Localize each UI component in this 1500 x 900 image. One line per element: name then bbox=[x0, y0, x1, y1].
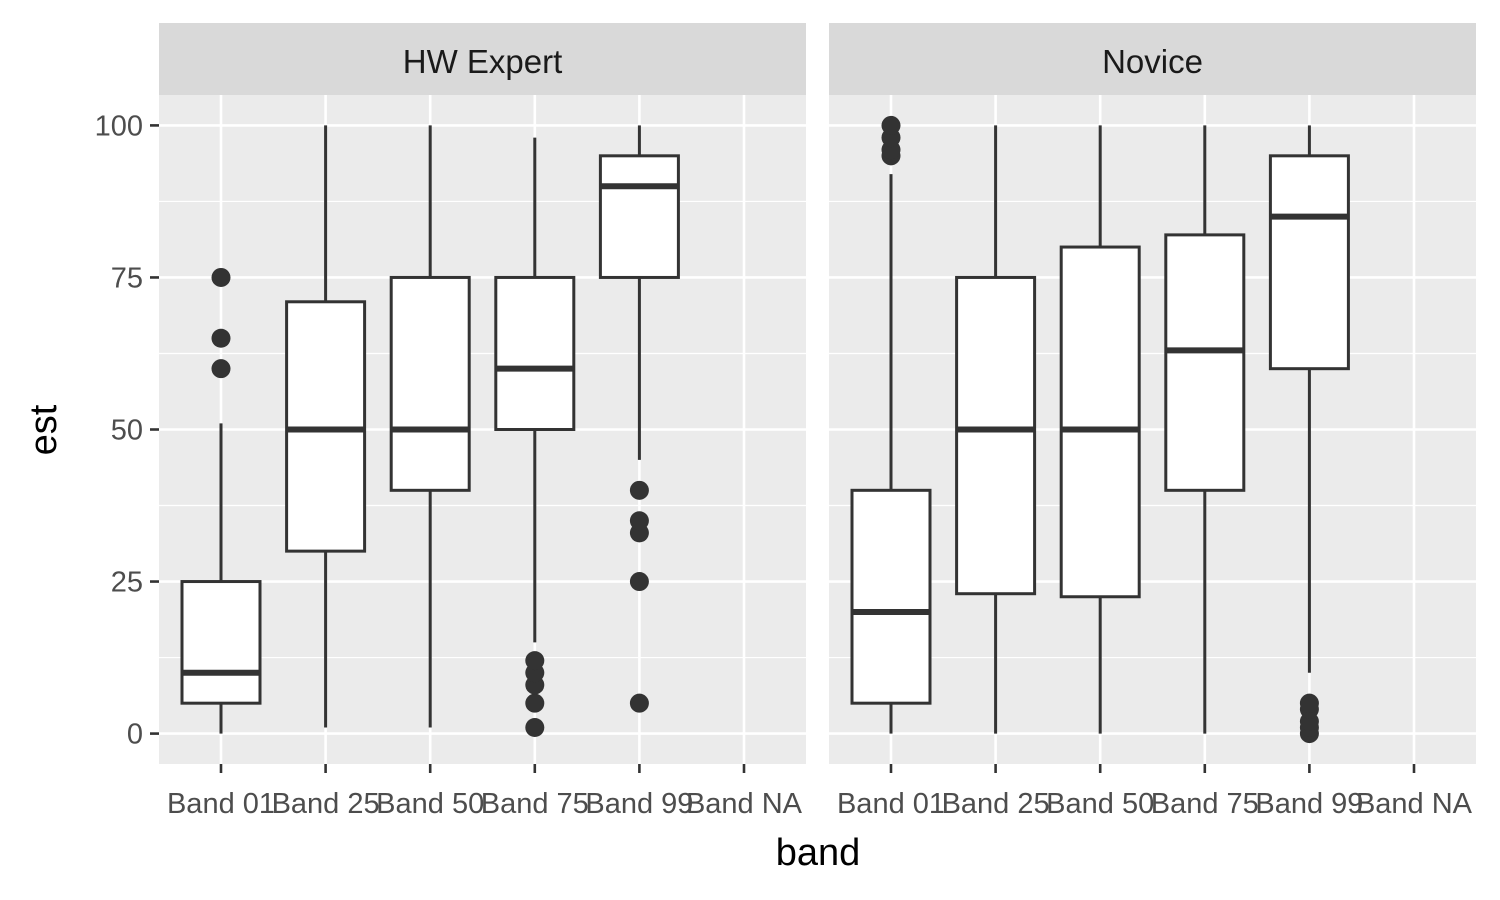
x-tick-label: Band 25 bbox=[272, 788, 380, 820]
facet-strip-label: Novice bbox=[1102, 43, 1203, 80]
box-iqr bbox=[1164, 233, 1246, 492]
outlier-point bbox=[1299, 693, 1319, 713]
box-band-01 bbox=[850, 115, 932, 734]
outlier-point bbox=[525, 718, 545, 738]
facet-strip-label: HW Expert bbox=[403, 43, 563, 80]
box-iqr bbox=[389, 275, 471, 492]
outlier-point bbox=[629, 572, 649, 592]
x-tick-label: Band 75 bbox=[481, 788, 589, 820]
box-iqr bbox=[180, 580, 262, 705]
x-tick-label: Band 01 bbox=[167, 788, 275, 820]
outlier-point bbox=[525, 651, 545, 671]
x-tick-label: Band NA bbox=[1356, 788, 1473, 820]
box-iqr bbox=[1268, 154, 1350, 371]
outlier-point bbox=[881, 115, 901, 135]
box-band-50 bbox=[1059, 125, 1141, 734]
y-tick-label: 0 bbox=[127, 719, 143, 751]
facet-strip bbox=[159, 23, 806, 95]
y-tick-label: 50 bbox=[111, 415, 143, 447]
facet-strip bbox=[829, 23, 1476, 95]
box-iqr bbox=[850, 488, 932, 705]
outlier-point bbox=[211, 328, 231, 348]
y-tick-label: 100 bbox=[95, 110, 143, 142]
x-tick-label: Band 99 bbox=[585, 788, 693, 820]
box-iqr bbox=[285, 300, 367, 553]
y-tick-label: 75 bbox=[111, 262, 143, 294]
outlier-point bbox=[629, 480, 649, 500]
x-tick-label: Band NA bbox=[686, 788, 803, 820]
outlier-point bbox=[211, 267, 231, 287]
box-band-75 bbox=[494, 137, 576, 738]
box-iqr bbox=[494, 275, 576, 432]
x-tick-label: Band 50 bbox=[1046, 788, 1154, 820]
outlier-point bbox=[629, 511, 649, 531]
outlier-point bbox=[525, 693, 545, 713]
box-band-50 bbox=[389, 125, 471, 728]
y-tick-label: 25 bbox=[111, 567, 143, 599]
box-band-25 bbox=[955, 125, 1037, 734]
x-tick-label: Band 99 bbox=[1255, 788, 1363, 820]
box-iqr bbox=[1059, 245, 1141, 599]
x-tick-label: Band 01 bbox=[837, 788, 945, 820]
x-tick-label: Band 25 bbox=[942, 788, 1050, 820]
y-axis-title: est bbox=[23, 404, 65, 455]
box-band-99 bbox=[1268, 125, 1350, 744]
x-tick-label: Band 75 bbox=[1151, 788, 1259, 820]
box-band-25 bbox=[285, 125, 367, 728]
x-tick-label: Band 50 bbox=[376, 788, 484, 820]
box-iqr bbox=[598, 154, 680, 279]
y-axis: 0 25 50 75 100 bbox=[95, 110, 159, 751]
box-band-99 bbox=[598, 125, 680, 713]
outlier-point bbox=[629, 693, 649, 713]
outlier-point bbox=[211, 359, 231, 379]
box-band-75 bbox=[1164, 125, 1246, 734]
box-iqr bbox=[955, 275, 1037, 596]
box-band-01 bbox=[180, 267, 262, 734]
x-axis-title: band bbox=[776, 832, 861, 874]
